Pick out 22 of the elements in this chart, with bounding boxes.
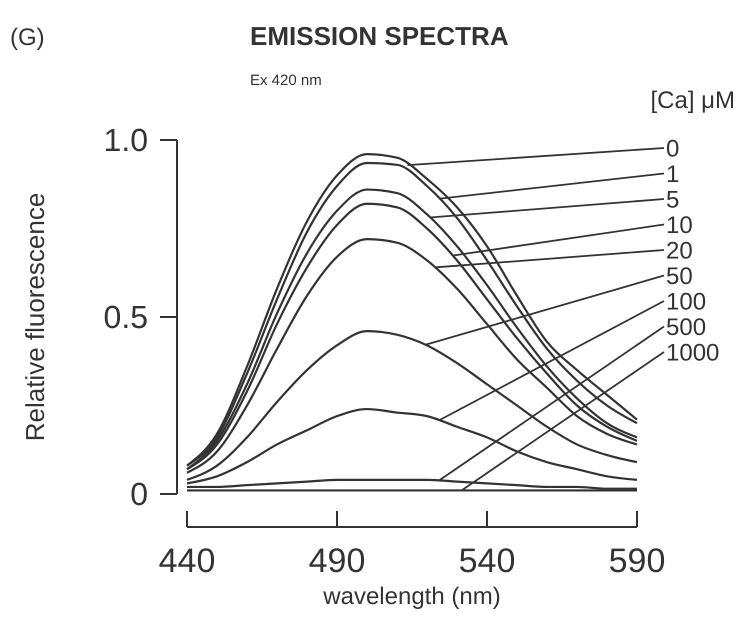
chart-subtitle: Ex 420 nm: [250, 72, 322, 89]
x-tick-label: 490: [308, 542, 366, 580]
text: 1000: [666, 339, 720, 366]
text: 100: [666, 288, 706, 316]
text: 5: [666, 186, 680, 214]
y-tick-label: 0.5: [104, 299, 148, 336]
y-axis-title: Relative fluorescence: [20, 192, 50, 442]
chart-title: EMISSION SPECTRA: [250, 21, 509, 51]
text: 50: [666, 262, 693, 290]
y-tick-label: 1.0: [104, 122, 148, 158]
text: 1: [666, 160, 680, 188]
y-tick-label: 0: [130, 476, 148, 512]
text: 0: [666, 135, 680, 162]
x-tick-label: 540: [458, 542, 516, 580]
text: 20: [666, 237, 693, 264]
legend-title: [Ca] μM: [650, 87, 735, 114]
x-axis-title: wavelength (nm): [322, 583, 501, 610]
text: 10: [666, 212, 693, 239]
text: (G): [10, 24, 45, 51]
x-tick-label: 440: [158, 542, 216, 580]
x-tick-label: 590: [608, 542, 666, 580]
text: 500: [666, 314, 706, 341]
